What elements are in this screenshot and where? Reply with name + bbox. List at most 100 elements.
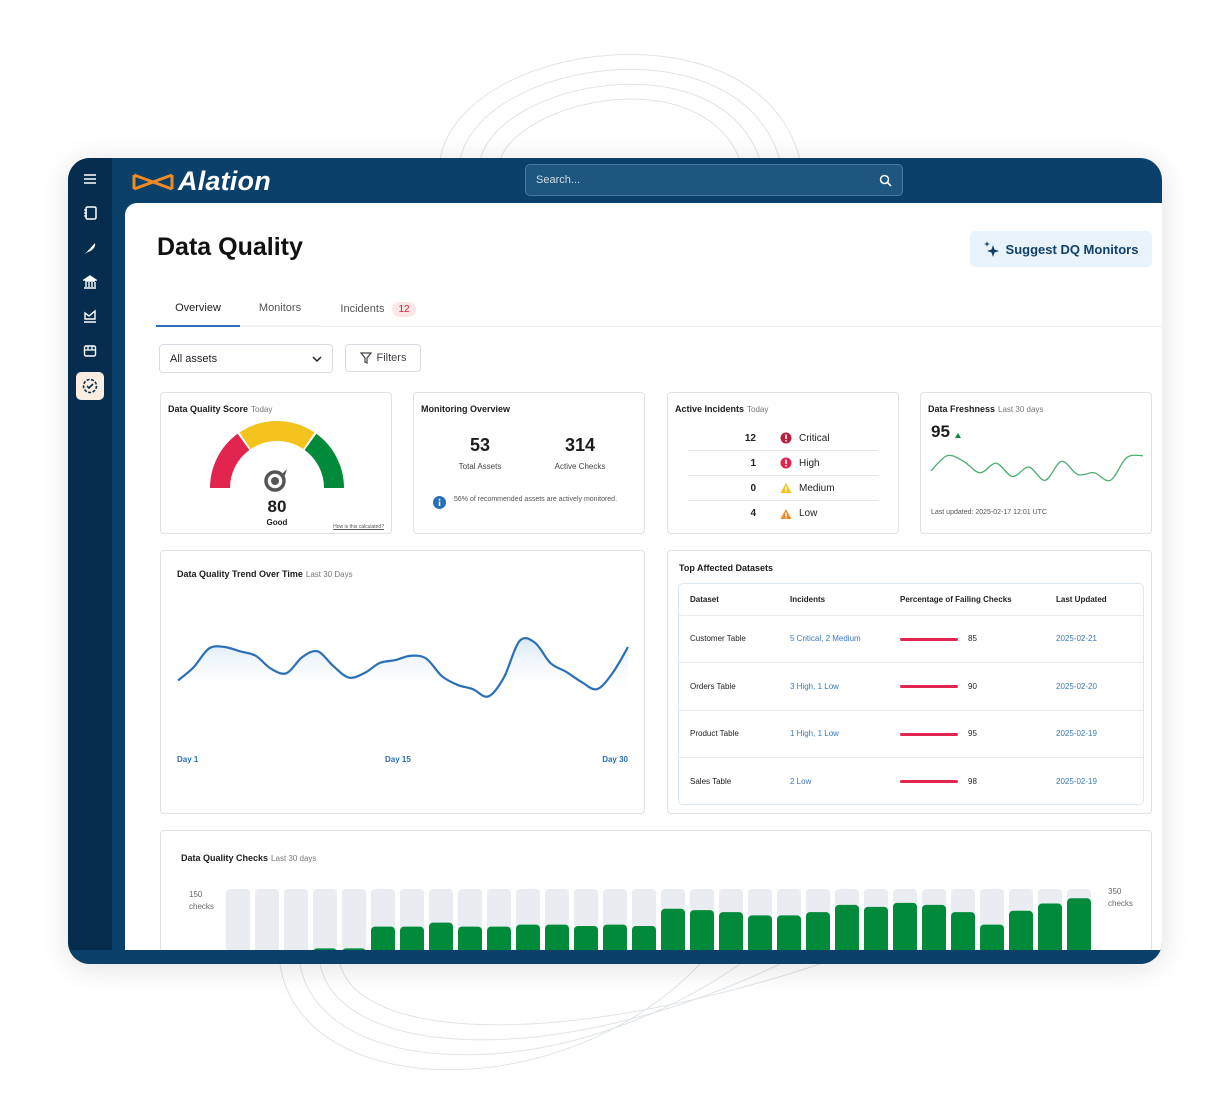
- bar-day-28[interactable]: [1009, 910, 1033, 950]
- dataset-name: Product Table: [679, 710, 779, 758]
- bar-day-10[interactable]: [487, 926, 511, 950]
- bar-day-17[interactable]: [690, 910, 714, 950]
- data-quality-score-card: Data Quality Score Today 80 Good How is t…: [160, 392, 392, 534]
- alation-logo[interactable]: Alation: [132, 166, 271, 197]
- incident-row-critical[interactable]: 12 Critical: [688, 426, 878, 451]
- monitoring-overview-card: Monitoring Overview 53 Total Assets 314 …: [413, 392, 645, 534]
- incident-count: 4: [750, 508, 756, 519]
- severity-label: Medium: [799, 482, 835, 494]
- incident-row-high[interactable]: 1 High: [688, 451, 878, 476]
- incidents-link[interactable]: 2 Low: [790, 777, 812, 786]
- bar-day-9[interactable]: [458, 926, 482, 950]
- incident-count: 0: [750, 482, 756, 494]
- suggest-label: Suggest DQ Monitors: [1005, 241, 1139, 257]
- last-updated-link[interactable]: 2025-02-21: [1056, 634, 1097, 644]
- card-title: Top Affected Datasets: [679, 563, 774, 573]
- catalog-book-icon[interactable]: [77, 200, 103, 226]
- tab-incidents[interactable]: Incidents 12: [328, 291, 428, 327]
- bar-day-7[interactable]: [400, 926, 424, 950]
- table-row[interactable]: Sales Table 2 Low 98 2025-02-19: [679, 758, 1143, 805]
- dataset-name: Customer Table: [679, 615, 779, 663]
- bar-day-11[interactable]: [516, 924, 540, 950]
- bar-day-21[interactable]: [806, 912, 830, 950]
- incidents-link[interactable]: 1 High, 1 Low: [790, 729, 839, 739]
- total-assets-label: Total Assets: [458, 462, 502, 471]
- tab-label: Monitors: [258, 302, 302, 314]
- search-input[interactable]: [536, 174, 836, 186]
- filters-label: Filters: [376, 352, 407, 364]
- tab-monitors[interactable]: Monitors: [240, 291, 320, 327]
- how-calculated-link[interactable]: How is this calculated?: [333, 524, 384, 530]
- bar-day-23[interactable]: [864, 906, 888, 950]
- bar-day-8[interactable]: [429, 922, 453, 950]
- bar-day-5[interactable]: [342, 948, 366, 950]
- dataset-name: Orders Table: [679, 662, 779, 711]
- quality-checks-card: Data Quality Checks Last 30 days 150 chec…: [160, 830, 1152, 950]
- bar-day-26[interactable]: [951, 912, 975, 950]
- incident-count: 1: [750, 457, 756, 469]
- marketplace-store-icon[interactable]: [77, 338, 103, 364]
- bottom-bar: [68, 950, 1162, 964]
- bar-day-13[interactable]: [574, 925, 598, 950]
- data-freshness-card: Data Freshness Last 30 days 95 Last updat…: [920, 392, 1152, 534]
- sidebar: [68, 158, 112, 964]
- incidents-link[interactable]: 3 High, 1 Low: [790, 681, 839, 691]
- last-updated-link[interactable]: 2025-02-20: [1056, 681, 1097, 691]
- bar-day-22[interactable]: [835, 904, 859, 950]
- last-updated-link[interactable]: 2025-02-19: [1056, 777, 1097, 786]
- column-header[interactable]: Dataset: [679, 584, 779, 616]
- bar-day-19[interactable]: [748, 915, 772, 950]
- bar-day-27[interactable]: [980, 924, 1004, 950]
- app-window: Alation Data Quality Suggest DQ Monitors…: [68, 158, 1162, 964]
- bar-day-29[interactable]: [1038, 903, 1062, 950]
- search-icon[interactable]: [879, 174, 892, 187]
- incident-count: 12: [744, 432, 756, 444]
- bar-day-14[interactable]: [603, 924, 627, 950]
- table-row[interactable]: Customer Table 5 Critical, 2 Medium 85 2025…: [679, 615, 1143, 663]
- incidents-link[interactable]: 5 Critical, 2 Medium: [790, 634, 861, 644]
- column-header[interactable]: Last Updated: [1045, 584, 1143, 616]
- last-updated-link[interactable]: 2025-02-19: [1056, 729, 1097, 739]
- x-tick: Day 30: [602, 755, 628, 764]
- analytics-chart-icon[interactable]: [77, 303, 103, 329]
- gauge-segment-mid: [239, 421, 315, 450]
- quill-icon[interactable]: [77, 235, 103, 261]
- column-header[interactable]: Incidents: [779, 584, 889, 616]
- severity-label: Critical: [799, 432, 830, 444]
- bar-day-16[interactable]: [661, 908, 685, 950]
- card-title: Monitoring Overview: [421, 404, 511, 414]
- severity-high-icon: [780, 457, 794, 469]
- table-row[interactable]: Product Table 1 High, 1 Low 95 2025-02-19: [679, 710, 1143, 758]
- failing-checks-value: 90: [968, 681, 977, 691]
- incident-row-low[interactable]: 4 Low: [688, 501, 878, 526]
- tab-bar: Overview Monitors Incidents 12: [156, 291, 1162, 327]
- search-bar[interactable]: [525, 164, 903, 196]
- incident-row-medium[interactable]: 0 Medium: [688, 476, 878, 501]
- column-header[interactable]: Percentage of Failing Checks: [889, 584, 1045, 616]
- bar-day-20[interactable]: [777, 915, 801, 950]
- card-title: Data Freshness Last 30 days: [928, 404, 1044, 414]
- governance-building-icon[interactable]: [77, 269, 103, 295]
- bar-day-25[interactable]: [922, 904, 946, 950]
- bar-day-6[interactable]: [371, 926, 395, 950]
- menu-icon[interactable]: [77, 166, 103, 192]
- table-row[interactable]: Orders Table 3 High, 1 Low 90 2025-02-20: [679, 662, 1143, 711]
- filters-button[interactable]: Filters: [345, 344, 421, 372]
- tab-overview[interactable]: Overview: [156, 291, 240, 327]
- bar-day-24[interactable]: [893, 902, 917, 950]
- suggest-dq-monitors-button[interactable]: Suggest DQ Monitors: [970, 231, 1152, 267]
- bar-track: [284, 889, 308, 950]
- quality-checks-chart: [226, 889, 1091, 950]
- bar-day-4[interactable]: [313, 948, 337, 950]
- bar-day-15[interactable]: [632, 925, 656, 950]
- card-title: Active Incidents Today: [675, 404, 769, 414]
- data-quality-badge-icon[interactable]: [76, 372, 104, 400]
- x-tick: Day 15: [385, 755, 411, 764]
- asset-select[interactable]: All assets: [159, 344, 333, 373]
- bar-day-30[interactable]: [1067, 898, 1091, 950]
- active-checks-label: Active Checks: [554, 462, 606, 471]
- x-tick: Day 1: [177, 755, 199, 764]
- bar-day-18[interactable]: [719, 912, 743, 950]
- bar-day-12[interactable]: [545, 924, 569, 950]
